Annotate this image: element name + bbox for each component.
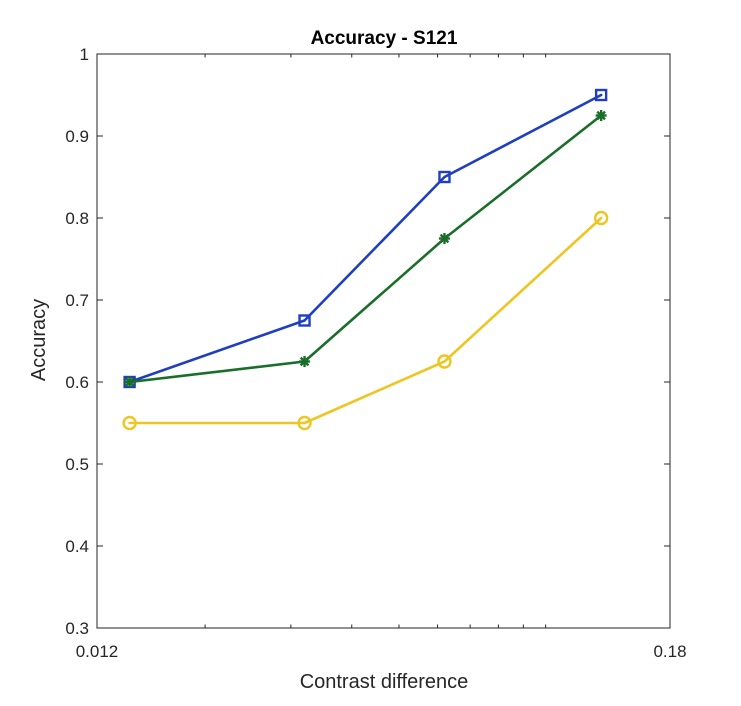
series-line [128,216,603,425]
y-tick-label: 0.4 [65,537,89,556]
data-point-asterisk [595,110,607,121]
data-point-circle [297,415,312,431]
series-line [128,114,603,384]
data-point-square [298,314,311,327]
plot-box [96,53,671,629]
chart-title: Accuracy - S121 [311,28,458,49]
x-axis-label: Contrast difference [300,671,469,693]
y-tick-label: 0.9 [65,127,89,146]
series-layer [122,88,609,431]
data-point-circle [437,354,452,369]
data-point-square [594,88,608,102]
x-tick-label: 0.18 [653,642,686,661]
asterisk-stroke [299,356,310,367]
asterisk-stroke [596,110,606,121]
y-tick-label: 0.3 [65,619,89,638]
asterisk-stroke [124,377,135,387]
y-tick-label: 0.8 [65,209,89,228]
y-tick-label: 0.5 [65,455,89,474]
x-tick-label: 0.012 [76,642,119,661]
series-3 [122,210,609,431]
y-tick-label: 1 [80,45,89,64]
series-2 [124,110,607,388]
data-point-circle [122,415,137,431]
series-line [128,93,603,384]
data-point-square [438,170,451,184]
data-point-asterisk [438,233,450,244]
y-tick-label: 0.6 [65,373,89,392]
y-tick-label: 0.7 [65,291,89,310]
y-axis-label: Accuracy [28,299,50,381]
asterisk-stroke [439,233,450,244]
data-point-asterisk [299,356,311,367]
data-point-asterisk [124,376,136,388]
data-point-circle [593,210,609,226]
axes: 0.3 0.4 0.5 0.6 0.7 0.8 0.9 1 0.012 0.18 [65,45,686,661]
